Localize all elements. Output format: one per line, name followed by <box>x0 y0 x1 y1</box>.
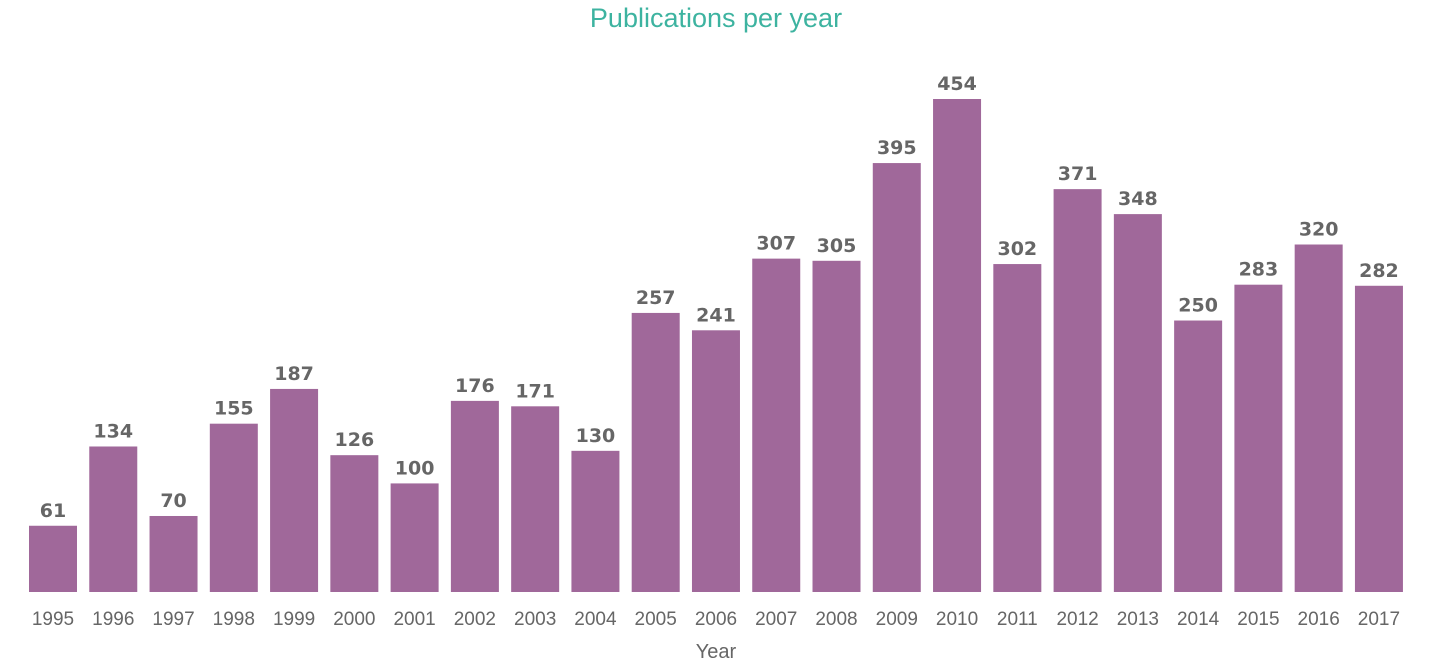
data-label-2013: 348 <box>1118 188 1158 210</box>
bar-1995 <box>29 525 77 592</box>
data-label-2012: 371 <box>1058 163 1098 185</box>
x-tick-label-1996: 1996 <box>92 609 134 630</box>
x-tick-label-1997: 1997 <box>152 609 194 630</box>
x-tick-label-2016: 2016 <box>1298 609 1340 630</box>
bar-1996 <box>89 446 138 592</box>
data-label-2015: 283 <box>1239 259 1279 281</box>
data-label-2008: 305 <box>817 235 857 257</box>
bar-2007 <box>752 258 801 592</box>
data-label-2003: 171 <box>515 380 555 402</box>
bar-2010 <box>933 99 982 592</box>
bar-2000 <box>330 455 379 592</box>
x-tick-label-1995: 1995 <box>32 609 74 630</box>
x-tick-label-2002: 2002 <box>454 609 496 630</box>
bar-2005 <box>631 312 680 592</box>
bar-2002 <box>450 400 499 592</box>
bar-2001 <box>390 483 439 592</box>
x-tick-label-2008: 2008 <box>815 609 857 630</box>
data-label-2009: 395 <box>877 137 917 159</box>
bar-1997 <box>149 515 198 592</box>
x-tick-label-2013: 2013 <box>1117 609 1159 630</box>
bar-2004 <box>571 450 620 592</box>
bar-1998 <box>209 423 258 592</box>
bar-2006 <box>691 330 740 592</box>
x-tick-label-2000: 2000 <box>333 609 375 630</box>
data-label-1995: 61 <box>40 500 66 522</box>
x-axis-label: Year <box>696 641 737 663</box>
x-tick-label-2012: 2012 <box>1056 609 1098 630</box>
data-label-2004: 130 <box>576 425 616 447</box>
x-tick-label-2009: 2009 <box>876 609 918 630</box>
data-label-1999: 187 <box>274 363 314 385</box>
data-label-1997: 70 <box>160 490 186 512</box>
bar-2003 <box>511 406 560 592</box>
data-label-2006: 241 <box>696 304 736 326</box>
x-tick-label-2010: 2010 <box>936 609 978 630</box>
chart-title: Publications per year <box>590 3 842 33</box>
data-label-2010: 454 <box>937 73 977 95</box>
bar-2014 <box>1174 320 1223 592</box>
x-tick-label-1999: 1999 <box>273 609 315 630</box>
x-tick-label-2011: 2011 <box>997 609 1038 630</box>
data-label-1998: 155 <box>214 398 254 420</box>
bar-2013 <box>1113 214 1162 593</box>
data-label-2002: 176 <box>455 375 495 397</box>
bar-1999 <box>270 388 319 592</box>
data-label-1996: 134 <box>93 420 133 442</box>
x-tick-label-1998: 1998 <box>213 609 255 630</box>
data-label-2005: 257 <box>636 287 676 309</box>
data-label-2001: 100 <box>395 457 435 479</box>
bars-group: 61 1995 134 1996 70 1997 155 1998 187 1999 126 2000… <box>29 73 1403 630</box>
x-tick-label-2014: 2014 <box>1177 609 1220 630</box>
data-label-2014: 250 <box>1178 295 1218 317</box>
data-label-2000: 126 <box>335 429 375 451</box>
x-tick-label-2004: 2004 <box>574 609 617 630</box>
x-tick-label-2007: 2007 <box>755 609 797 630</box>
bar-2011 <box>993 264 1042 592</box>
x-tick-label-2003: 2003 <box>514 609 556 630</box>
x-tick-label-2005: 2005 <box>635 609 677 630</box>
bar-2015 <box>1234 284 1283 592</box>
bar-2016 <box>1294 244 1343 592</box>
data-label-2017: 282 <box>1359 260 1399 282</box>
x-tick-label-2006: 2006 <box>695 609 737 630</box>
bar-2012 <box>1053 189 1102 593</box>
x-tick-label-2017: 2017 <box>1358 609 1400 630</box>
data-label-2016: 320 <box>1299 219 1339 241</box>
bar-2009 <box>872 163 921 592</box>
data-label-2007: 307 <box>756 233 796 255</box>
bar-2017 <box>1354 285 1403 592</box>
x-tick-label-2015: 2015 <box>1237 609 1279 630</box>
bar-2008 <box>812 260 861 592</box>
data-label-2011: 302 <box>997 238 1037 260</box>
x-tick-label-2001: 2001 <box>393 609 435 630</box>
